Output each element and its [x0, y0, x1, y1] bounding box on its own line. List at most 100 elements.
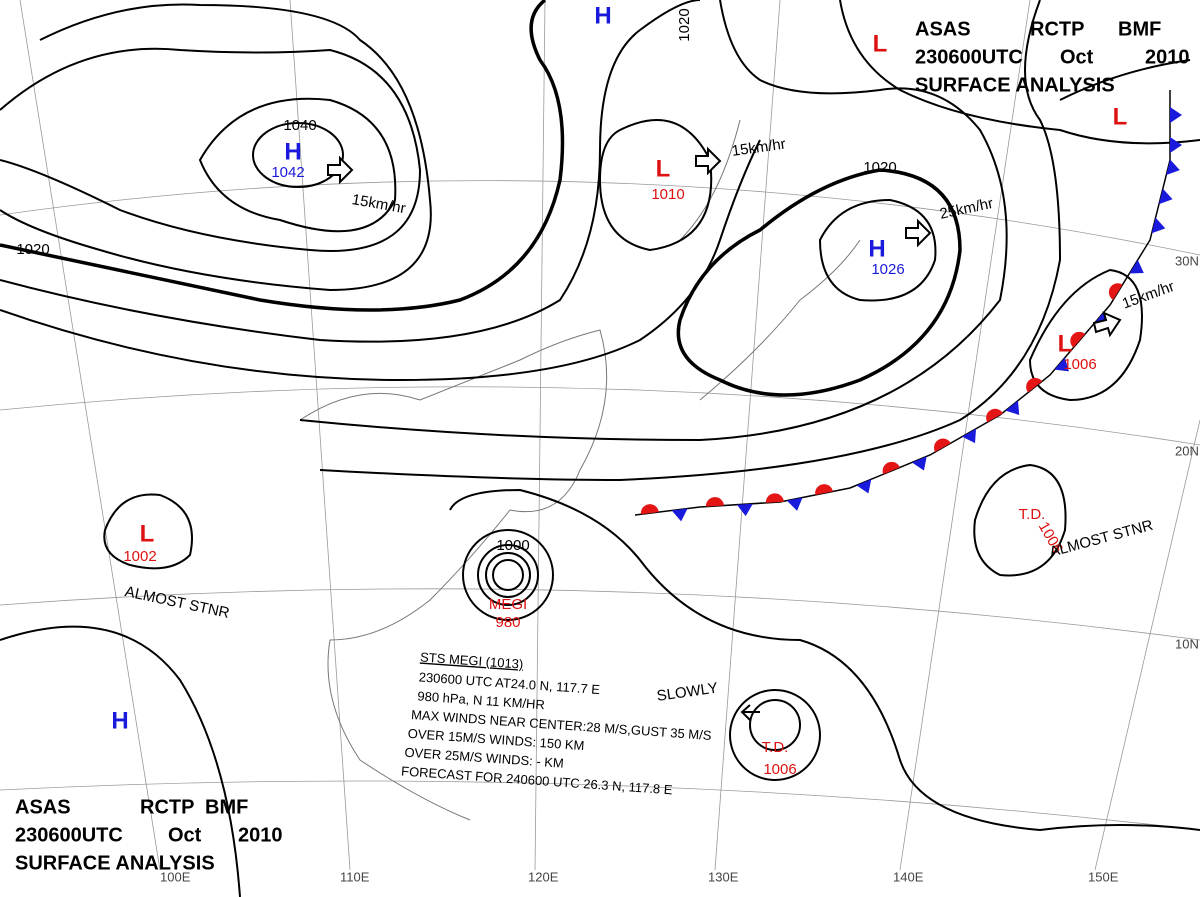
cold-front-symbol — [856, 479, 872, 494]
longitude-label: 140E — [893, 869, 924, 884]
warm-front-symbol — [705, 497, 724, 507]
motion-arrow — [1092, 311, 1122, 338]
warm-front-symbol — [1108, 283, 1123, 300]
isobar — [0, 139, 761, 382]
cold-front-symbol — [1151, 217, 1166, 234]
time: 230600UTC — [915, 46, 1023, 68]
meridian — [19, 0, 161, 871]
isobar-label: 1000 — [496, 537, 529, 554]
parallel — [0, 780, 1200, 831]
low-symbol: L — [873, 30, 888, 57]
cold-front-symbol — [911, 456, 927, 471]
grid-labels: 30N 20N 10N 100E 110E 120E 130E 140E 150… — [160, 253, 1199, 884]
isobar-label: 1040 — [283, 117, 316, 134]
bulletin-line: STS MEGI (1013) — [420, 649, 524, 671]
parallel — [0, 386, 1200, 446]
isobar — [492, 559, 524, 591]
motion-arrow — [695, 146, 722, 176]
issuer: BMF — [205, 796, 248, 818]
isobar — [839, 0, 1200, 145]
isobar — [0, 3, 432, 292]
isobar — [729, 689, 821, 781]
latitude-label: 30N — [1175, 253, 1199, 268]
meridian — [289, 0, 351, 871]
cold-front-symbol — [671, 508, 688, 522]
isobar — [1028, 268, 1143, 402]
warm-front-symbol — [986, 408, 1003, 423]
cold-front-symbol — [786, 497, 803, 511]
pressure: 1042 — [271, 164, 304, 181]
high-symbol: H — [594, 2, 611, 29]
isobar-label: 1020 — [863, 159, 896, 176]
meridian — [534, 0, 546, 871]
cold-front-symbol — [1129, 259, 1144, 274]
isobar — [0, 47, 422, 252]
longitude-label: 100E — [160, 869, 191, 884]
isobar — [1059, 59, 1191, 101]
isobar — [749, 699, 801, 751]
low-symbol: L — [140, 520, 155, 547]
isobar — [462, 529, 554, 621]
pressure: 1002 — [123, 548, 156, 565]
header-bottom: ASAS RCTP BMF 230600UTC Oct 2010 SURFACE… — [15, 796, 283, 874]
longitude-label: 120E — [528, 869, 559, 884]
isobar — [485, 552, 531, 598]
isobar-label: 1020 — [16, 241, 49, 258]
front — [634, 90, 1182, 522]
cold-front-symbol — [1054, 357, 1069, 372]
high-symbol: H — [868, 235, 885, 262]
coast — [299, 329, 608, 821]
agency: ASAS — [915, 18, 971, 40]
isobar — [299, 0, 1008, 442]
coastline — [299, 119, 861, 821]
isobar — [319, 0, 1062, 482]
warm-front-symbol — [1026, 377, 1043, 393]
pressure: 1006 — [763, 761, 796, 778]
pressure: 980 — [495, 614, 520, 631]
latitude-label: 10N — [1175, 636, 1199, 651]
longitude-label: 130E — [708, 869, 739, 884]
year: 2010 — [238, 824, 283, 846]
cold-front-symbol — [1170, 107, 1182, 123]
isobar — [598, 119, 713, 252]
isobar — [0, 0, 565, 312]
agency: ASAS — [15, 796, 71, 818]
isobar-label: 1020 — [676, 8, 693, 41]
depression-label: T.D. — [762, 739, 789, 756]
high-symbol: H — [284, 138, 301, 165]
pressure: 1010 — [651, 186, 684, 203]
isobar — [198, 97, 397, 233]
typhoon-name: MEGI — [489, 596, 527, 613]
coast — [679, 119, 861, 401]
low-symbol: L — [1058, 330, 1073, 357]
longitude-label: 110E — [340, 869, 370, 884]
year: 2010 — [1145, 46, 1190, 68]
isobar — [973, 463, 1067, 577]
isobar — [252, 122, 344, 188]
station: RCTP — [1030, 18, 1084, 40]
cold-front-symbol — [1170, 137, 1182, 153]
isobar-labels: 1040 1020 1020 1020 1000 — [16, 8, 896, 554]
cold-front-symbol — [962, 428, 977, 444]
time: 230600UTC — [15, 824, 123, 846]
cold-front-symbol — [736, 503, 753, 517]
latitude-label: 20N — [1175, 443, 1199, 458]
longitude-label: 150E — [1088, 869, 1119, 884]
pressure: 1006 — [1063, 356, 1096, 373]
title: SURFACE ANALYSIS — [15, 852, 215, 874]
warm-front-symbol — [934, 438, 951, 453]
motion-arrow — [740, 704, 760, 721]
isobar — [103, 493, 193, 570]
isobar — [0, 625, 241, 897]
warm-front-symbol — [1070, 331, 1086, 348]
issuer: BMF — [1118, 18, 1161, 40]
isobar — [818, 198, 937, 302]
isobar — [449, 488, 1200, 832]
high-symbol: H — [111, 707, 128, 734]
depression-label: T.D. — [1019, 506, 1046, 523]
isobar — [676, 168, 962, 397]
isobar — [477, 544, 539, 606]
warm-front-symbol — [882, 461, 900, 475]
